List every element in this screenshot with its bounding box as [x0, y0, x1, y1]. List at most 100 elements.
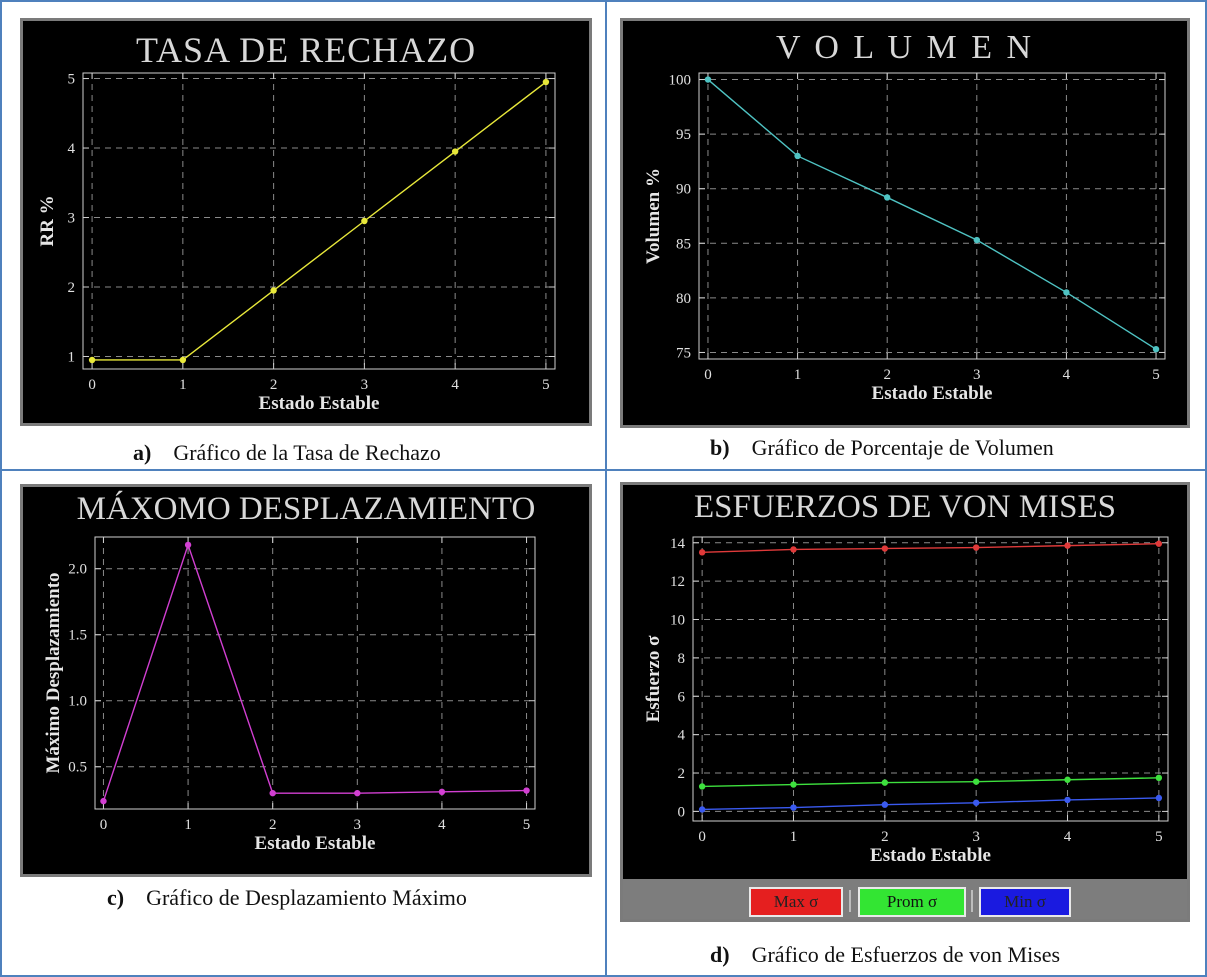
- data-point: [1152, 345, 1160, 353]
- y-axis-label: RR %: [37, 195, 58, 246]
- x-tick-label: 5: [1155, 829, 1163, 845]
- data-point: [973, 236, 981, 244]
- data-point: [883, 194, 891, 201]
- x-tick-label: 1: [184, 817, 192, 833]
- data-point: [269, 789, 276, 797]
- y-tick-label: 2: [678, 766, 686, 782]
- data-point: [1063, 289, 1070, 296]
- series-line: [92, 81, 547, 361]
- chart-title: V O L U M E N: [775, 29, 1035, 66]
- y-axis-label: Volumen %: [643, 168, 664, 264]
- legend-min: Min σ: [979, 887, 1071, 917]
- y-tick-label: 5: [68, 72, 76, 88]
- data-point: [794, 152, 801, 160]
- data-point: [1155, 794, 1163, 802]
- x-tick-label: 4: [1063, 367, 1071, 383]
- plot-frame: [94, 536, 536, 810]
- data-point: [100, 797, 107, 805]
- x-tick-label: 0: [704, 367, 712, 383]
- data-point: [698, 549, 706, 556]
- data-point: [972, 799, 980, 806]
- series-line: [702, 543, 1159, 554]
- chart-title: MÁXOMO DESPLAZAMIENTO: [76, 491, 536, 527]
- data-point: [790, 546, 797, 553]
- panel-rejection-rate: TASA DE RECHAZO 0 1 2 3 4 5 1 2 3 4 5 Estado Establ…: [20, 18, 592, 426]
- data-point: [361, 217, 368, 225]
- y-tick-label: 85: [676, 236, 691, 252]
- y-tick-label: 2.0: [68, 562, 87, 578]
- data-point: [451, 148, 459, 155]
- x-tick-label: 2: [269, 817, 277, 833]
- data-point: [542, 78, 550, 86]
- data-point: [698, 783, 706, 790]
- panel-max-displacement: MÁXOMO DESPLAZAMIENTO 0 1 2 3 4 5 0.5 1.0 1.5 2.0…: [20, 484, 592, 877]
- data-point: [88, 356, 96, 364]
- y-tick-label: 90: [676, 182, 691, 198]
- data-point: [1064, 542, 1071, 549]
- x-tick-label: 3: [973, 367, 981, 383]
- x-tick-label: 4: [1064, 829, 1072, 845]
- caption-d: d) Gráfico de Esfuerzos de von Mises: [710, 942, 1060, 968]
- legend-max: Max σ: [749, 887, 843, 917]
- x-tick-label: 0: [88, 377, 96, 393]
- data-point: [438, 788, 446, 796]
- y-tick-label: 75: [676, 345, 691, 361]
- panel-volume: V O L U M E N 0 1 2 3 4 5 75 80 85 90 95 100 Estado …: [620, 18, 1190, 428]
- x-tick-label: 4: [451, 377, 459, 393]
- panel-von-mises: ESFUERZOS DE VON MISES 0 1 2 3 4 5 0 2 4 6 8 10 12 14…: [620, 482, 1190, 922]
- legend-separator: [849, 890, 851, 912]
- series-line: [102, 542, 527, 802]
- caption-text: Gráfico de Desplazamiento Máximo: [146, 885, 467, 910]
- legend-prom: Prom σ: [858, 887, 966, 917]
- x-tick-label: 2: [270, 377, 278, 393]
- caption-letter: a): [133, 440, 152, 465]
- caption-letter: d): [710, 942, 730, 967]
- y-tick-label: 3: [68, 211, 76, 227]
- y-tick-label: 10: [670, 613, 685, 629]
- y-tick-label: 0: [678, 804, 686, 820]
- series-line: [702, 777, 1159, 788]
- data-point: [881, 779, 889, 786]
- data-point: [881, 545, 889, 552]
- caption-a: a) Gráfico de la Tasa de Rechazo: [133, 440, 441, 466]
- data-point: [1155, 540, 1163, 547]
- y-tick-label: 8: [678, 651, 686, 667]
- y-tick-label: 0.5: [68, 760, 87, 776]
- x-tick-label: 2: [883, 367, 891, 383]
- y-tick-label: 4: [68, 141, 76, 157]
- caption-text: Gráfico de la Tasa de Rechazo: [173, 440, 441, 465]
- legend: Max σ Prom σ Min σ: [623, 879, 1187, 919]
- data-point: [354, 789, 361, 797]
- data-point: [270, 287, 277, 294]
- max-displacement-chart: 0 1 2 3 4 5 0.5 1.0 1.5 2.0 Estado Estable Máximo D…: [43, 536, 536, 854]
- y-tick-label: 80: [676, 291, 691, 307]
- caption-text: Gráfico de Porcentaje de Volumen: [751, 435, 1054, 460]
- x-tick-label: 1: [790, 829, 798, 845]
- x-tick-label: 5: [1152, 367, 1160, 383]
- y-tick-label: 12: [670, 574, 685, 590]
- x-tick-label: 4: [438, 817, 446, 833]
- y-tick-label: 4: [678, 728, 686, 744]
- x-tick-label: 1: [179, 377, 187, 393]
- legend-separator: [971, 890, 973, 912]
- data-point: [790, 804, 797, 811]
- data-point: [972, 778, 980, 785]
- caption-letter: c): [107, 885, 125, 910]
- series-line: [702, 797, 1159, 811]
- y-tick-label: 14: [670, 536, 686, 552]
- y-tick-label: 1.5: [68, 628, 87, 644]
- volume-chart: 0 1 2 3 4 5 75 80 85 90 95 100 Estado Estable Volumen…: [643, 72, 1166, 404]
- y-tick-label: 2: [68, 280, 76, 296]
- data-point: [704, 76, 712, 83]
- y-tick-label: 1: [68, 349, 76, 365]
- x-tick-label: 2: [881, 829, 889, 845]
- x-axis-label: Estado Estable: [870, 845, 991, 866]
- data-point: [1064, 796, 1071, 804]
- x-tick-label: 3: [361, 377, 369, 393]
- caption-c: c) Gráfico de Desplazamiento Máximo: [107, 885, 467, 911]
- chart-title: TASA DE RECHAZO: [135, 30, 477, 70]
- x-axis-label: Estado Estable: [259, 393, 380, 414]
